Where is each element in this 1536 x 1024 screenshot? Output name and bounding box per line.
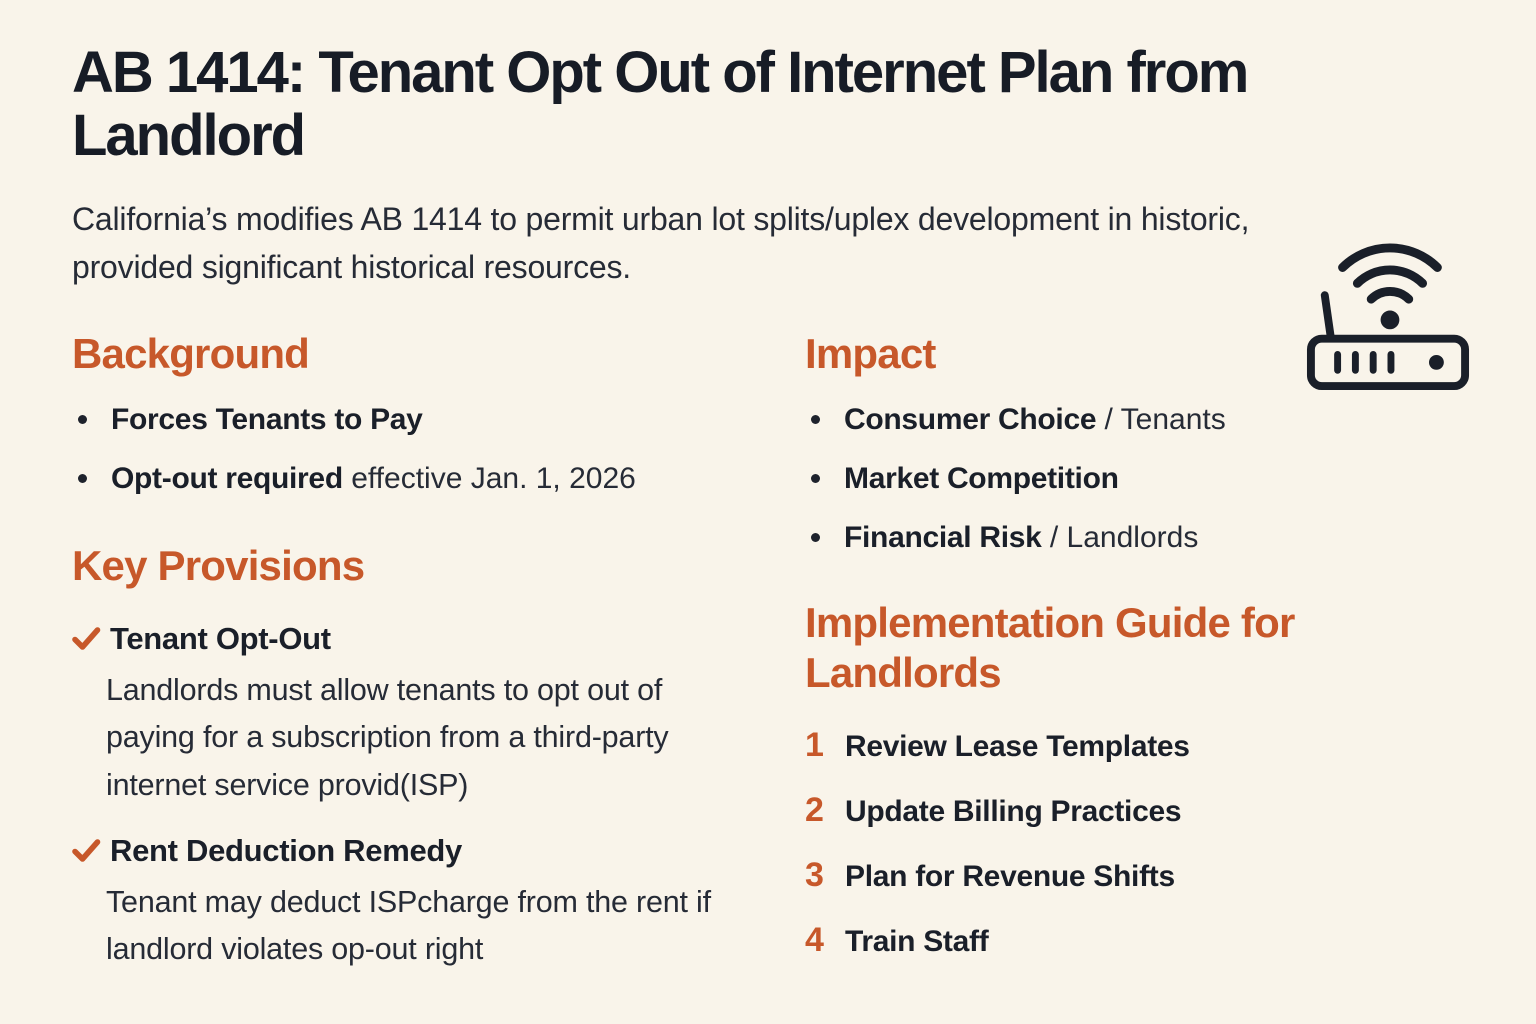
key-provision-title-row: Tenant Opt-Out bbox=[72, 621, 805, 657]
section-heading-impact: Impact bbox=[805, 330, 936, 378]
content-columns: Background Forces Tenants to Pay Opt-out… bbox=[72, 329, 1470, 986]
step-label: Update Billing Practices bbox=[845, 795, 1182, 829]
background-bullet-list: Forces Tenants to Pay Opt-out required e… bbox=[72, 402, 805, 497]
impact-bullet-list: Consumer Choice / Tenants Market Competi… bbox=[805, 402, 1470, 556]
bullet-text: Market Competition bbox=[844, 461, 1119, 495]
checkmark-icon bbox=[72, 627, 101, 650]
list-item: Financial Risk / Landlords bbox=[805, 520, 1470, 556]
list-item: Forces Tenants to Pay bbox=[72, 402, 805, 438]
step-item: 3 Plan for Revenue Shifts bbox=[805, 856, 1470, 895]
key-provision-item: Tenant Opt-Out Landlords must allow tena… bbox=[72, 621, 805, 809]
bullet-text: Opt-out required effective Jan. 1, 2026 bbox=[111, 461, 636, 495]
right-column: Impact Consumer Choice / Tenants Market … bbox=[805, 329, 1470, 986]
section-heading-key-provisions: Key Provisions bbox=[72, 541, 365, 589]
bullet-text: Consumer Choice / Tenants bbox=[844, 402, 1226, 436]
step-number: 2 bbox=[805, 791, 824, 830]
section-heading-background: Background bbox=[72, 330, 310, 378]
bullet-dot bbox=[78, 473, 87, 483]
step-item: 2 Update Billing Practices bbox=[805, 791, 1470, 830]
implementation-steps-list: 1 Review Lease Templates 2 Update Billin… bbox=[805, 726, 1470, 960]
section-heading-implementation-guide: Implementation Guide for Landlords bbox=[805, 598, 1295, 697]
key-provision-body: Tenant may deduct ISPcharge from the ren… bbox=[106, 884, 711, 967]
page-subtitle: California’s modifies AB 1414 to permit … bbox=[72, 201, 1250, 286]
bullet-text: Forces Tenants to Pay bbox=[111, 402, 423, 436]
left-column: Background Forces Tenants to Pay Opt-out… bbox=[72, 329, 805, 986]
key-provision-title: Tenant Opt-Out bbox=[110, 621, 331, 657]
step-item: 4 Train Staff bbox=[805, 921, 1470, 960]
step-number: 3 bbox=[805, 856, 824, 895]
key-provision-item: Rent Deduction Remedy Tenant may deduct … bbox=[72, 833, 805, 974]
step-label: Train Staff bbox=[845, 925, 989, 959]
step-label: Plan for Revenue Shifts bbox=[845, 860, 1175, 894]
list-item: Market Competition bbox=[805, 461, 1470, 497]
bullet-dot bbox=[78, 414, 87, 424]
bullet-text: Financial Risk / Landlords bbox=[844, 520, 1199, 554]
step-number: 4 bbox=[805, 921, 824, 960]
key-provision-body: Landlords must allow tenants to opt out … bbox=[106, 673, 669, 802]
bullet-dot bbox=[811, 414, 820, 424]
step-label: Review Lease Templates bbox=[845, 730, 1190, 764]
list-item: Opt-out required effective Jan. 1, 2026 bbox=[72, 461, 805, 497]
page-title: AB 1414: Tenant Opt Out of Internet Plan… bbox=[72, 40, 1249, 168]
list-item: Consumer Choice / Tenants bbox=[805, 402, 1470, 438]
bullet-dot bbox=[811, 532, 820, 542]
step-item: 1 Review Lease Templates bbox=[805, 726, 1470, 765]
key-provision-title: Rent Deduction Remedy bbox=[110, 832, 462, 868]
checkmark-icon bbox=[72, 839, 101, 862]
wifi-router-icon bbox=[1306, 243, 1470, 391]
step-number: 1 bbox=[805, 726, 824, 765]
key-provision-title-row: Rent Deduction Remedy bbox=[72, 833, 805, 869]
bullet-dot bbox=[811, 473, 820, 483]
